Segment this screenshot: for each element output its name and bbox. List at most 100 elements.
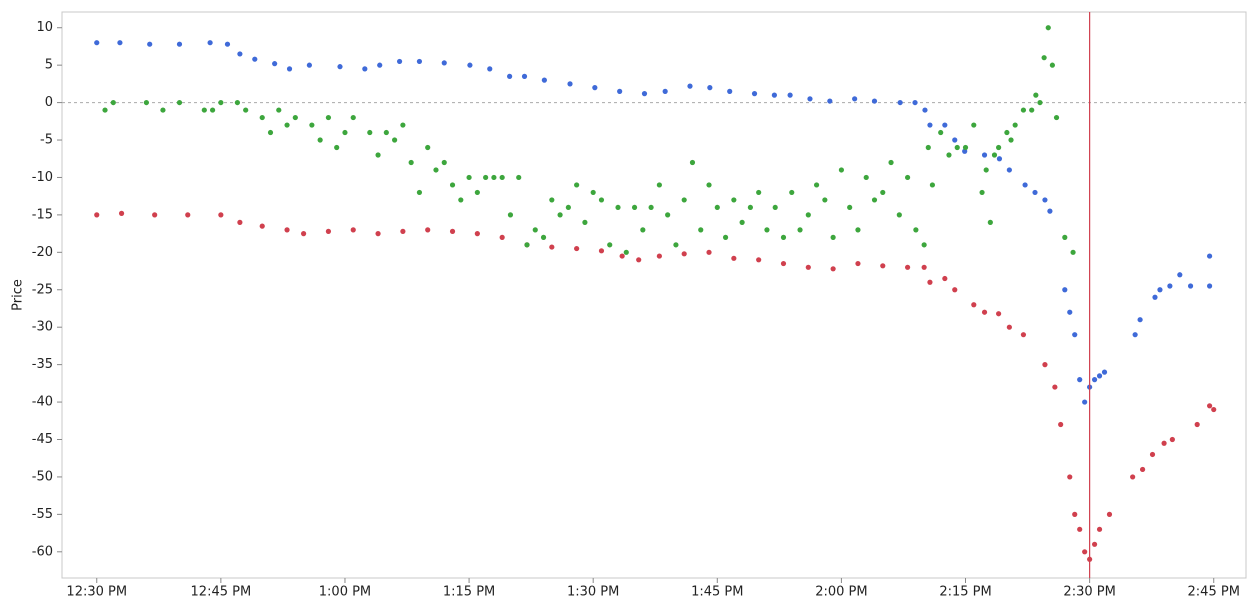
point <box>117 40 123 46</box>
point <box>987 219 993 225</box>
point <box>929 182 936 188</box>
point <box>524 242 530 248</box>
point <box>687 83 693 89</box>
y-tick-label: -55 <box>32 507 53 522</box>
point <box>925 144 931 151</box>
x-tick-label: 1:00 PM <box>319 585 371 596</box>
point <box>276 107 282 113</box>
point <box>996 311 1002 317</box>
point <box>152 212 158 218</box>
point <box>516 174 522 181</box>
point <box>1049 62 1055 68</box>
point <box>714 204 720 211</box>
point <box>441 60 447 66</box>
point <box>1177 272 1183 278</box>
point <box>325 228 332 234</box>
point <box>466 174 472 181</box>
point <box>224 41 231 47</box>
point <box>731 255 737 261</box>
point <box>259 223 265 229</box>
y-tick-label: 0 <box>45 95 53 110</box>
point <box>1206 253 1213 259</box>
point <box>334 144 340 151</box>
point <box>306 62 312 68</box>
point <box>1042 197 1048 203</box>
point <box>425 227 431 233</box>
point <box>237 51 243 57</box>
point <box>1072 332 1078 338</box>
point <box>722 234 729 240</box>
point <box>350 114 356 121</box>
point <box>942 275 948 282</box>
point <box>252 56 258 62</box>
point <box>1206 283 1213 289</box>
point <box>751 91 758 97</box>
point <box>942 122 948 128</box>
point <box>507 73 513 79</box>
point <box>309 122 315 128</box>
point <box>1052 384 1058 390</box>
point <box>681 197 687 203</box>
point <box>467 62 473 68</box>
point <box>805 264 811 270</box>
point <box>707 85 713 91</box>
point <box>996 144 1002 151</box>
point <box>1082 549 1088 555</box>
point <box>1047 208 1053 214</box>
point <box>983 167 989 173</box>
point <box>94 212 100 218</box>
point <box>1020 107 1027 113</box>
point <box>904 264 911 270</box>
point <box>1062 234 1068 240</box>
point <box>698 227 704 233</box>
point <box>807 96 813 102</box>
point <box>94 40 100 46</box>
point <box>375 231 381 237</box>
y-axis-label: Price <box>11 279 26 311</box>
point <box>1062 287 1068 293</box>
point <box>234 99 241 106</box>
point <box>325 114 332 121</box>
point <box>631 204 638 211</box>
point <box>1152 294 1158 300</box>
y-tick-label: -60 <box>32 544 53 559</box>
point <box>237 219 243 225</box>
point <box>1032 189 1038 196</box>
point <box>771 92 777 98</box>
plot-frame <box>61 11 1247 579</box>
point <box>756 189 762 196</box>
point <box>813 182 820 188</box>
point <box>1020 332 1027 338</box>
point <box>1033 92 1039 98</box>
point <box>592 85 598 91</box>
point <box>218 212 224 218</box>
point <box>507 212 514 218</box>
point <box>1067 474 1073 480</box>
point <box>267 129 274 136</box>
point <box>1096 373 1103 379</box>
point <box>557 212 563 218</box>
point <box>416 58 423 65</box>
point <box>160 107 166 113</box>
point <box>981 152 988 158</box>
point <box>673 242 679 248</box>
point <box>474 231 480 237</box>
point <box>1132 332 1138 338</box>
x-tick-label: 12:30 PM <box>66 585 127 596</box>
point <box>681 251 687 257</box>
point <box>1072 511 1078 517</box>
point <box>780 234 787 240</box>
point <box>590 189 596 196</box>
point <box>449 182 456 188</box>
point <box>147 41 153 47</box>
point <box>1194 421 1200 428</box>
point <box>641 91 648 97</box>
point <box>425 144 431 151</box>
y-tick-label: -10 <box>32 170 53 185</box>
y-tick-label: -30 <box>32 320 53 335</box>
point <box>284 122 290 128</box>
point <box>805 212 811 218</box>
point <box>981 309 988 315</box>
point <box>871 197 878 203</box>
point <box>838 167 845 173</box>
